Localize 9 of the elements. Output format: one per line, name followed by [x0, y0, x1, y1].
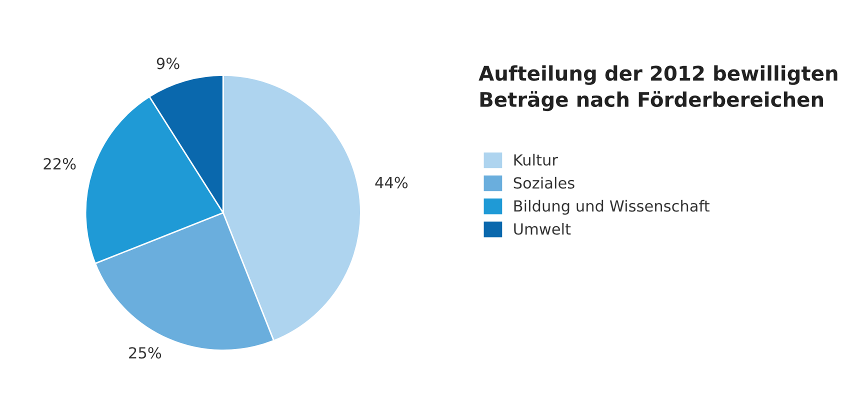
- data-label: 44%: [375, 176, 408, 188]
- legend-label: Soziales: [514, 176, 574, 189]
- data-label: 9%: [156, 58, 180, 70]
- legend-label: Bildung und Wissenschaft: [514, 200, 710, 215]
- legend-label: Kultur: [514, 154, 558, 166]
- data-label: 25%: [129, 347, 162, 359]
- text: Aufteilung der 2012 bewilligten Beträge nach Förderbereichen: [478, 65, 838, 112]
- data-label: 22%: [44, 158, 76, 170]
- legend-label: Umwelt: [514, 222, 571, 235]
